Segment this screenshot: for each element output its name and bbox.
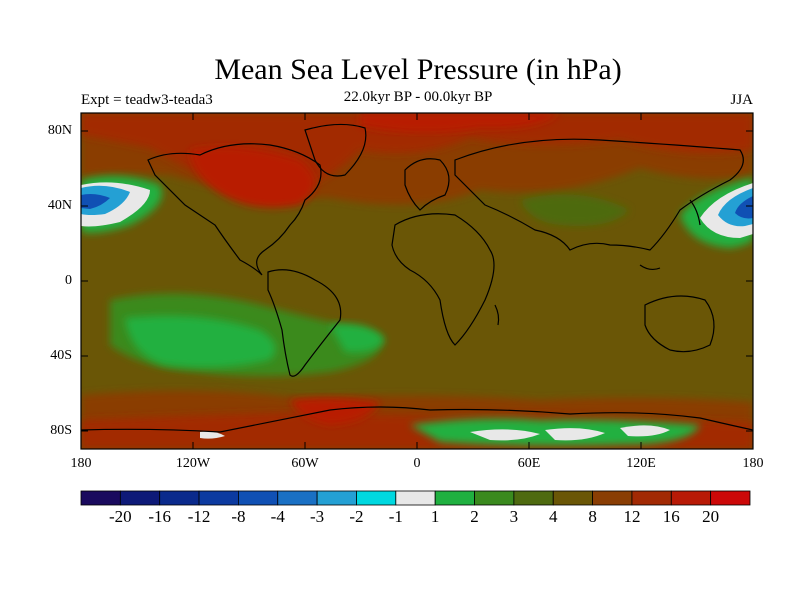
colorbar-label: -2 <box>349 507 364 526</box>
colorbar-swatch <box>710 490 751 506</box>
coastlines <box>81 123 753 433</box>
colorbar-swatch <box>277 490 318 506</box>
colorbar-label: -16 <box>148 507 172 526</box>
colorbar-swatch <box>513 490 554 506</box>
colorbar-label: 4 <box>548 507 558 526</box>
lat-ticks <box>81 130 753 432</box>
lat-label-80s: 80S <box>50 423 72 438</box>
colorbar-label: -20 <box>109 507 132 526</box>
colorbar-swatch <box>238 490 279 506</box>
lat-label-80n: 80N <box>47 123 72 138</box>
colorbar-swatch <box>631 490 672 506</box>
colorbar-swatch <box>316 490 357 506</box>
lon-label-120e: 120E <box>626 456 656 471</box>
colorbar-swatch <box>474 490 515 506</box>
colorbar-swatch <box>670 490 712 506</box>
colorbar-swatch <box>119 490 161 506</box>
lon-label-180e: 180 <box>742 456 764 471</box>
experiment-label: Expt = teadw3-teada3 <box>81 92 213 108</box>
colorbar-swatch <box>552 490 593 506</box>
colorbar-label: 3 <box>509 507 519 526</box>
lon-label-0: 0 <box>413 456 421 471</box>
colorbar-swatch <box>356 490 397 506</box>
map-title: Mean Sea Level Pressure (in hPa) <box>214 53 622 86</box>
lon-ticks <box>192 113 642 449</box>
colorbar-swatch <box>159 490 200 506</box>
colorbar-swatch <box>198 490 239 506</box>
lat-label-40s: 40S <box>50 348 72 363</box>
colorbar-label: 2 <box>470 507 479 526</box>
colorbar-swatch <box>80 490 121 506</box>
lon-label-120w: 120W <box>175 456 211 471</box>
lon-label-60e: 60E <box>517 456 541 471</box>
colorbar-label: -4 <box>270 507 285 526</box>
colorbar-label: 20 <box>702 507 720 526</box>
lat-label-40n: 40N <box>47 198 72 213</box>
period-label: 22.0kyr BP - 00.0kyr BP <box>343 89 493 105</box>
lat-label-0: 0 <box>65 273 72 288</box>
colorbar <box>80 490 751 506</box>
colorbar-label: -1 <box>388 507 403 526</box>
colorbar-label: -12 <box>187 507 211 526</box>
colorbar-swatch <box>395 490 436 506</box>
colorbar-label: 8 <box>588 507 597 526</box>
pressure-field <box>81 113 753 449</box>
colorbar-swatch <box>592 490 633 506</box>
lon-label-60w: 60W <box>291 456 319 471</box>
colorbar-label: 12 <box>623 507 641 526</box>
colorbar-label: -8 <box>231 507 246 526</box>
colorbar-swatch <box>434 490 475 506</box>
colorbar-label: 16 <box>662 507 680 526</box>
colorbar-label: -3 <box>310 507 325 526</box>
season-label: JJA <box>730 92 753 108</box>
colorbar-label: 1 <box>430 507 440 526</box>
lon-label-180w: 180 <box>70 456 92 471</box>
